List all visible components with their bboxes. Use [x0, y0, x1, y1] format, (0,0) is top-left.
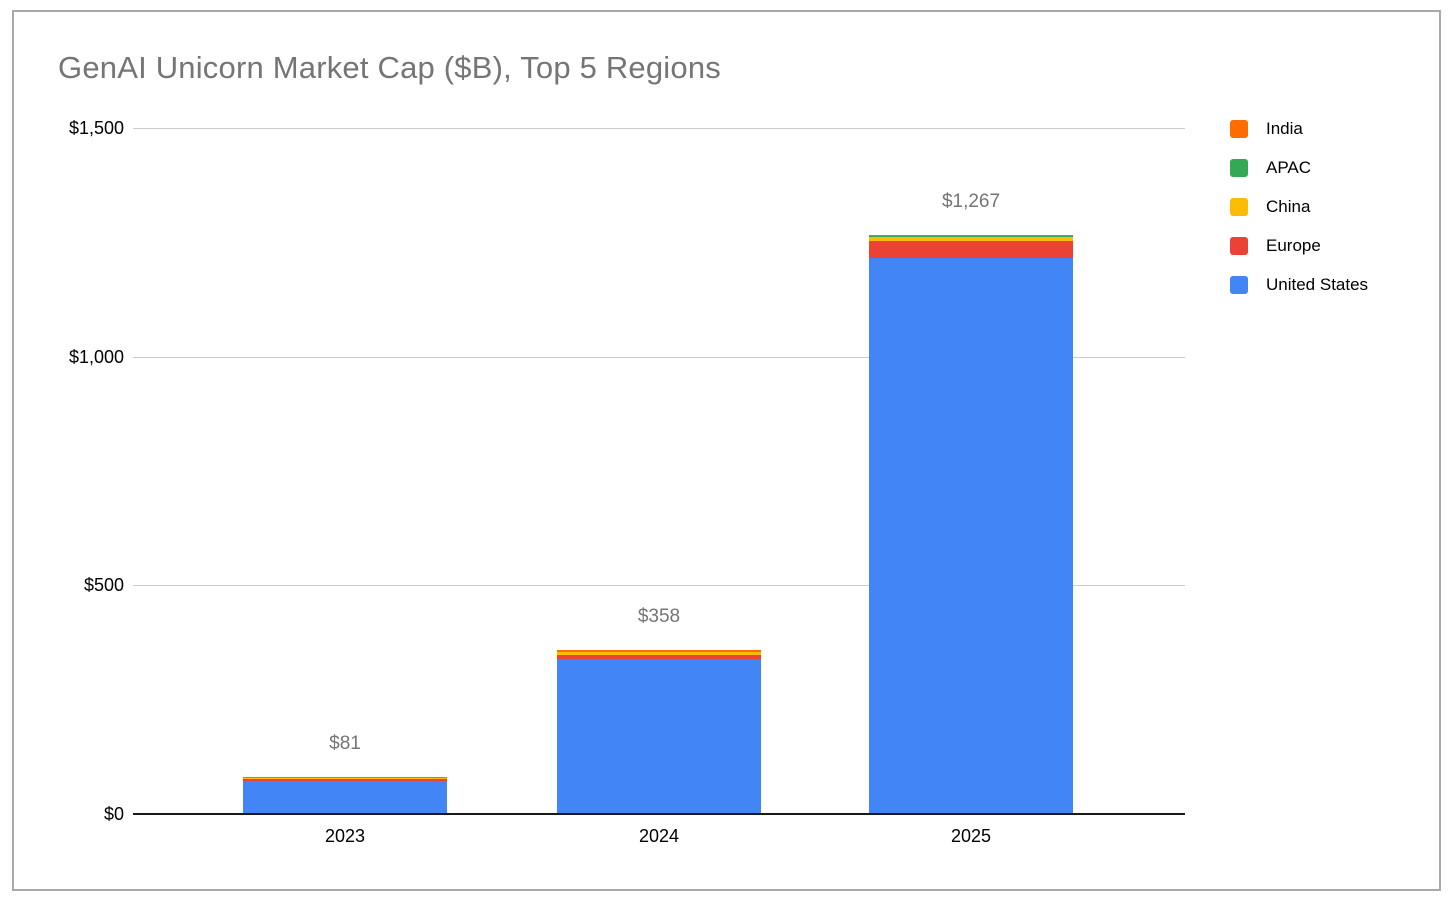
legend-swatch-icon	[1230, 276, 1248, 294]
bar-total-label-2023: $81	[329, 733, 361, 754]
bar-segment-2023-europe	[243, 778, 447, 781]
bar-segment-2024-united-states	[557, 658, 761, 814]
legend-item-apac: APAC	[1230, 157, 1368, 179]
legend-swatch-icon	[1230, 237, 1248, 255]
legend-item-united-states: United States	[1230, 274, 1368, 296]
legend-swatch-icon	[1230, 198, 1248, 216]
bar-segment-2024-europe	[557, 654, 761, 659]
y-axis-tick-label-1500: $1,500	[68, 118, 124, 138]
legend-item-china: China	[1230, 196, 1368, 218]
legend-swatch-icon	[1230, 120, 1248, 138]
bar-total-label-2024: $358	[637, 606, 681, 628]
legend: India APAC China Europe United States	[1230, 118, 1368, 313]
legend-label: APAC	[1266, 158, 1312, 177]
gridline-1500	[133, 128, 1185, 129]
x-axis-tick-label-2023: 2023	[324, 826, 366, 846]
legend-label: China	[1266, 197, 1311, 216]
legend-item-india: India	[1230, 118, 1368, 140]
bar-segment-2023-china	[243, 777, 447, 779]
legend-label: United States	[1266, 275, 1369, 294]
legend-item-europe: Europe	[1230, 235, 1368, 257]
gridline-500	[133, 585, 1185, 587]
bar-segment-2025-apac	[869, 235, 1073, 238]
bar-segment-2024-china	[557, 652, 761, 655]
bar-segment-2025-china	[869, 237, 1073, 242]
bar-segment-2023-united-states	[243, 780, 447, 814]
y-axis-tick-label-500: $500	[83, 575, 124, 596]
chart-title: GenAI Unicorn Market Cap ($B), Top 5 Reg…	[58, 50, 721, 85]
x-axis-tick-label-2025: 2025	[950, 826, 992, 846]
bar-segment-2025-united-states	[869, 258, 1073, 814]
y-axis-tick-label-0: $0	[103, 804, 124, 824]
bar-total-label-2025: $1,267	[941, 190, 1001, 212]
x-axis-tick-label-2024: 2024	[638, 826, 680, 846]
gridline-1000	[133, 356, 1185, 358]
bar-segment-2025-europe	[869, 241, 1073, 259]
legend-label: India	[1266, 119, 1303, 138]
legend-swatch-icon	[1230, 159, 1248, 177]
x-axis-baseline	[133, 813, 1185, 815]
y-axis-tick-label-1000: $1,000	[68, 346, 124, 367]
legend-label: Europe	[1266, 236, 1321, 255]
bar-segment-2024-india	[557, 650, 761, 653]
bar-segment-2023-india	[243, 776, 447, 778]
